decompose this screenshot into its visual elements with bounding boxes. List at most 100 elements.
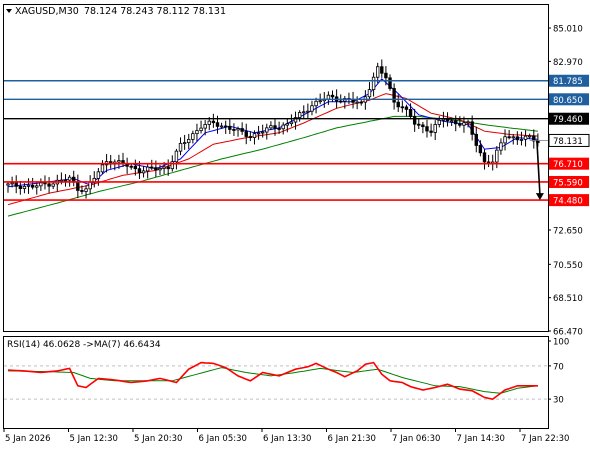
candle-body — [84, 188, 88, 192]
candle-body — [145, 166, 150, 172]
candle-body — [458, 123, 462, 126]
candle-body — [256, 132, 261, 135]
candle-body — [330, 94, 335, 98]
candle-body — [281, 124, 285, 130]
level-price-tag — [549, 74, 589, 87]
rsi-line — [7, 361, 538, 400]
candle-body — [371, 76, 376, 91]
price-tick-label: 85.010 — [553, 25, 583, 35]
candle-body — [392, 88, 396, 103]
candle-body — [154, 167, 158, 171]
candle-body — [289, 121, 294, 125]
candle-body — [384, 72, 388, 79]
rsi-tick-label: 30 — [553, 396, 564, 406]
candle-body — [252, 133, 257, 138]
candle-body — [449, 120, 454, 123]
candle-body — [39, 182, 43, 187]
arrow-head-icon — [535, 193, 544, 201]
candle-body — [478, 145, 483, 154]
level-price-tag — [549, 194, 589, 207]
time-tick-label: 6 Jan 13:30 — [263, 434, 311, 444]
candle-body — [310, 105, 314, 112]
candle-body — [199, 127, 203, 131]
candle-body — [67, 176, 72, 181]
level-price-tag — [549, 157, 589, 170]
rsi-indicator-label: RSI(14) 46.0628 ->MA(7) 46.6434 — [7, 340, 161, 350]
level-price-label: 81.785 — [553, 77, 583, 87]
candle-body — [174, 150, 179, 163]
ma-mid-line — [7, 93, 538, 206]
candle-body — [433, 124, 437, 133]
candle-body — [211, 120, 216, 124]
candle-body — [191, 133, 195, 140]
candle-body — [388, 77, 392, 89]
candle-body — [462, 122, 466, 126]
candle-body — [117, 160, 121, 163]
level-price-tag — [549, 112, 589, 125]
candle-body — [515, 136, 520, 141]
symbol-dropdown-icon[interactable] — [6, 9, 12, 13]
price-tick-label: 66.470 — [553, 328, 583, 338]
candle-body — [10, 182, 14, 185]
candle-body — [207, 120, 211, 125]
candle-body — [421, 124, 425, 128]
main-chart-frame — [3, 4, 549, 332]
candle-body — [396, 101, 400, 108]
candle-body — [375, 66, 380, 78]
candle-body — [129, 165, 133, 168]
candle-body — [302, 111, 306, 114]
candle-body — [22, 185, 27, 189]
candle-body — [527, 135, 532, 138]
candle-body — [306, 110, 310, 113]
candle-body — [355, 101, 359, 104]
time-tick-label: 6 Jan 05:30 — [199, 434, 247, 444]
candle-body — [404, 106, 409, 110]
price-tick-label: 70.550 — [553, 261, 583, 271]
ma-slow-line — [7, 115, 538, 217]
ohlc-values: 78.124 78.243 78.112 78.131 — [84, 6, 226, 17]
candle-body — [523, 135, 528, 140]
candle-body — [182, 142, 187, 145]
candle-body — [158, 168, 162, 171]
candle-body — [437, 119, 442, 125]
candle-body — [100, 164, 105, 173]
rsi-panel-frame — [3, 336, 549, 429]
candle-body — [314, 100, 318, 107]
candle-body — [137, 168, 142, 174]
candle-body — [359, 101, 363, 104]
candle-body — [260, 131, 265, 134]
price-tick-label: 82.970 — [553, 58, 583, 68]
horizontal-levels[interactable]: 81.785 80.650 79.460 76.710 75.590 74.480 78.1… — [4, 74, 590, 207]
time-tick-label: 5 Jan 12:30 — [70, 434, 118, 444]
time-tick-label: 5 Jan 2026 — [5, 434, 51, 444]
rsi-panel: 100 70 30 — [4, 338, 569, 406]
time-tick-label: 7 Jan 14:30 — [457, 434, 505, 444]
price-axis: 85.010 82.970 72.650 70.550 68.510 66.470 — [548, 25, 583, 338]
time-tick-label: 5 Jan 20:30 — [134, 434, 182, 444]
current-price-tag — [548, 133, 590, 147]
candle-body — [339, 100, 343, 103]
candle-body — [215, 122, 220, 127]
candle-body — [178, 142, 183, 152]
candle-body — [6, 183, 10, 186]
candle-body — [51, 183, 55, 187]
price-tick-label: 68.510 — [553, 294, 583, 304]
candle-body — [244, 130, 248, 137]
time-tick-label: 7 Jan 22:30 — [521, 434, 569, 444]
candle-body — [240, 128, 244, 132]
candle-body — [248, 136, 253, 138]
candle-body — [380, 66, 384, 74]
candle-body — [166, 166, 170, 170]
candle-body — [150, 166, 154, 169]
symbol-timeframe[interactable]: XAGUSD,M30 — [15, 6, 79, 17]
candle-body — [187, 138, 191, 144]
candle-body — [63, 179, 68, 182]
candle-body — [14, 182, 18, 187]
candle-body — [417, 123, 421, 126]
candle-body — [47, 183, 51, 187]
candle-body — [466, 121, 470, 124]
candle-body — [277, 128, 281, 130]
candle-body — [35, 185, 39, 188]
